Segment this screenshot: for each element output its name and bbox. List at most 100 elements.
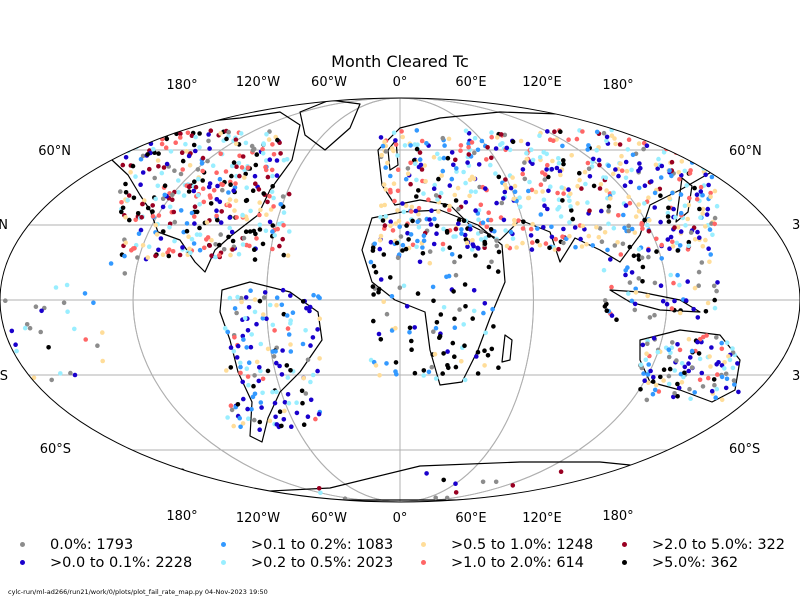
station-marker: [462, 282, 468, 287]
station-marker: [409, 338, 414, 344]
station-marker: [675, 225, 681, 230]
station-marker: [453, 490, 459, 495]
station-marker: [237, 153, 242, 159]
station-marker: [537, 242, 543, 248]
station-marker: [594, 224, 599, 230]
station-marker: [421, 238, 427, 243]
station-marker: [627, 244, 633, 250]
station-marker: [461, 169, 466, 175]
station-marker: [24, 322, 30, 327]
station-marker: [140, 170, 146, 175]
station-marker: [440, 241, 446, 247]
station-marker: [168, 149, 174, 154]
station-marker: [403, 246, 409, 252]
station-marker: [234, 215, 239, 220]
station-marker: [389, 146, 395, 151]
station-marker: [560, 198, 565, 203]
station-marker: [678, 371, 684, 377]
station-marker: [388, 190, 393, 195]
station-marker: [392, 198, 397, 204]
station-marker: [537, 155, 543, 160]
lat-tick-right-30s: 3: [792, 369, 800, 384]
station-marker: [700, 211, 705, 216]
station-marker: [280, 287, 286, 293]
station-marker: [418, 162, 424, 168]
station-marker: [265, 199, 270, 205]
station-marker: [591, 156, 596, 162]
station-marker: [453, 272, 459, 278]
station-marker: [608, 257, 613, 262]
station-marker: [208, 195, 213, 200]
station-marker: [192, 204, 198, 209]
station-marker: [456, 206, 461, 212]
station-marker: [646, 195, 651, 200]
station-marker: [641, 371, 646, 376]
station-marker: [156, 151, 161, 156]
station-marker: [663, 469, 669, 474]
station-marker: [433, 193, 439, 198]
station-marker: [640, 226, 645, 231]
station-marker: [442, 203, 448, 208]
station-marker: [632, 307, 638, 313]
station-marker: [648, 368, 653, 374]
station-marker: [650, 379, 656, 384]
station-marker: [644, 143, 650, 148]
station-marker: [646, 254, 651, 260]
station-marker: [421, 373, 427, 378]
station-marker: [288, 293, 293, 298]
station-marker: [611, 171, 616, 177]
station-marker: [488, 227, 494, 232]
station-marker: [242, 175, 247, 180]
station-marker: [629, 226, 635, 232]
station-marker: [712, 305, 718, 311]
station-marker: [613, 167, 618, 172]
station-marker: [545, 206, 550, 212]
station-marker: [161, 229, 166, 234]
station-marker: [481, 310, 486, 316]
station-marker: [624, 168, 630, 174]
station-marker: [286, 191, 292, 197]
station-marker: [400, 248, 405, 253]
station-marker: [636, 209, 642, 214]
station-marker: [587, 174, 593, 179]
station-marker: [183, 141, 188, 147]
lon-tick-bottom-120e: 120°E: [522, 511, 562, 526]
station-marker: [567, 198, 572, 204]
station-marker: [162, 192, 168, 198]
station-marker: [579, 244, 585, 249]
station-marker: [555, 190, 560, 196]
legend-label: >0.0 to 0.1%: 2228: [50, 555, 193, 571]
station-marker: [267, 157, 273, 162]
lat-tick-left-30s: S: [0, 369, 8, 384]
station-marker: [688, 230, 694, 235]
station-marker: [285, 326, 291, 331]
station-marker: [572, 225, 578, 230]
station-marker: [490, 306, 495, 312]
station-marker: [719, 374, 725, 380]
station-marker: [120, 133, 125, 139]
station-marker: [623, 159, 629, 165]
station-marker: [703, 136, 709, 142]
station-marker: [491, 324, 496, 329]
station-marker: [274, 389, 279, 395]
station-marker: [672, 368, 678, 373]
station-marker: [280, 194, 286, 199]
station-marker: [160, 204, 166, 210]
legend-label: >0.2 to 0.5%: 2023: [251, 555, 394, 571]
station-marker: [167, 204, 173, 210]
station-marker: [402, 143, 408, 148]
station-marker: [238, 424, 243, 430]
station-marker: [437, 156, 443, 161]
station-marker: [416, 211, 421, 217]
station-marker: [606, 208, 611, 214]
lon-tick-top-180w: 180°: [166, 78, 197, 93]
station-marker: [482, 348, 487, 354]
station-marker: [378, 233, 384, 239]
footer-path: cylc-run/ml-ad266/run21/work/0/plots/plo…: [8, 588, 268, 596]
station-marker: [703, 224, 708, 229]
station-marker: [207, 146, 212, 151]
station-marker: [257, 227, 263, 232]
station-marker: [480, 220, 486, 225]
station-marker: [246, 305, 252, 310]
station-marker: [533, 189, 539, 195]
